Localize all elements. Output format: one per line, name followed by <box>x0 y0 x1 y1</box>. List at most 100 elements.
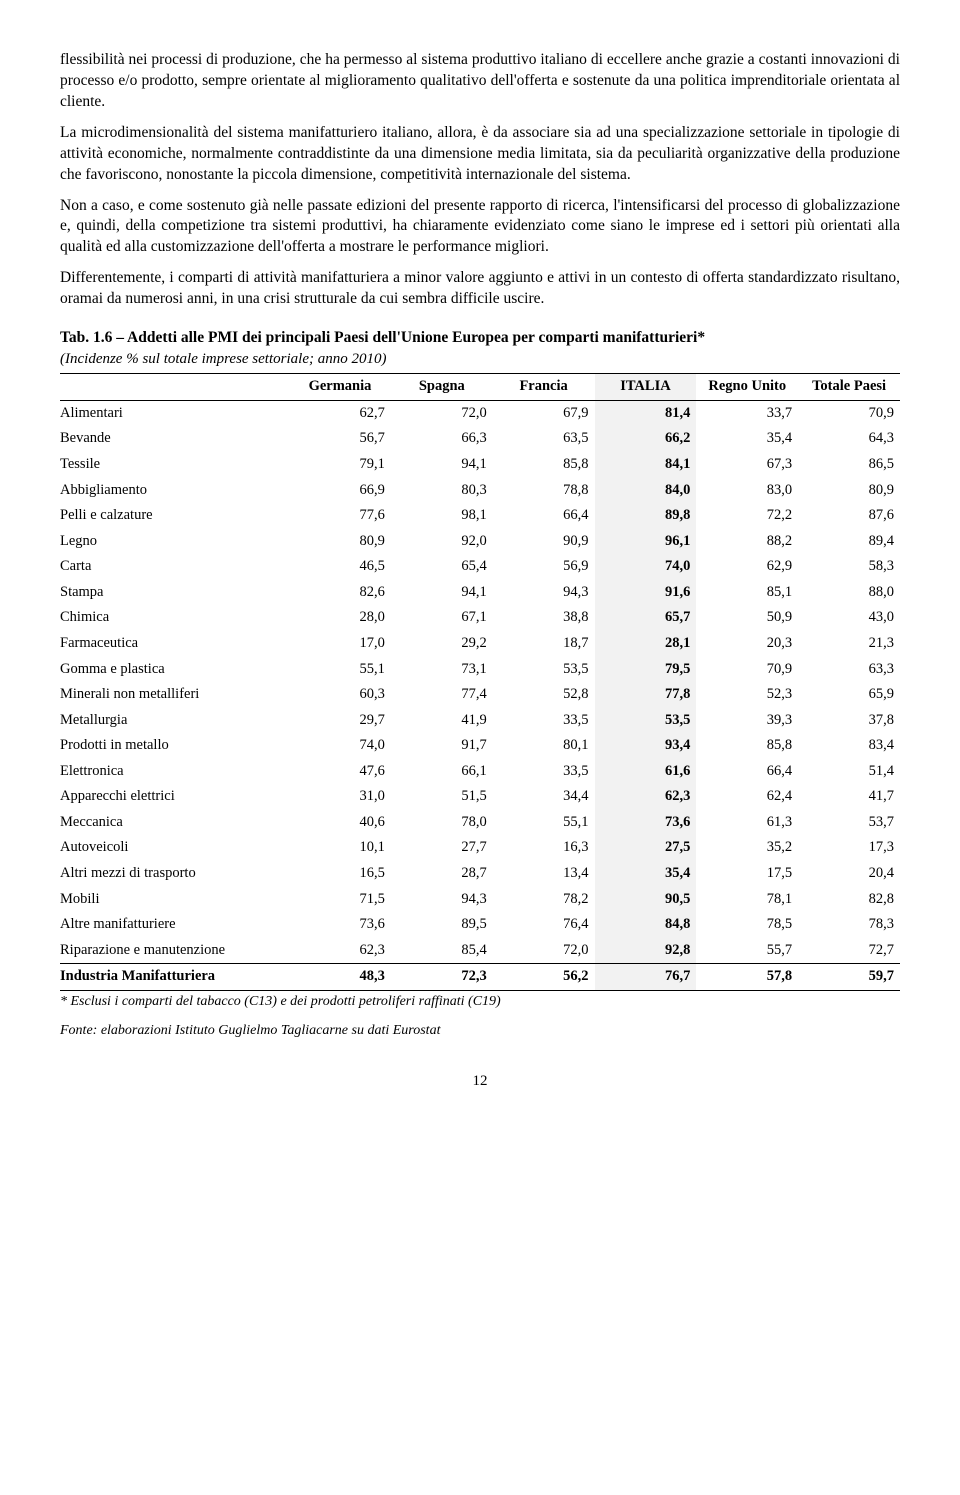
table-row: Chimica28,067,138,865,750,943,0 <box>60 605 900 631</box>
table-row: Elettronica47,666,133,561,666,451,4 <box>60 759 900 785</box>
cell: 72,0 <box>493 938 595 964</box>
cell: 84,8 <box>595 912 697 938</box>
cell: 80,3 <box>391 478 493 504</box>
cell: 27,5 <box>595 835 697 861</box>
cell: 84,1 <box>595 452 697 478</box>
row-label: Riparazione e manutenzione <box>60 938 289 964</box>
cell: 89,8 <box>595 503 697 529</box>
table-row: Mobili71,594,378,290,578,182,8 <box>60 887 900 913</box>
cell: 62,4 <box>696 784 798 810</box>
cell: 72,7 <box>798 938 900 964</box>
cell: 18,7 <box>493 631 595 657</box>
cell: 34,4 <box>493 784 595 810</box>
cell: 16,3 <box>493 835 595 861</box>
cell: 64,3 <box>798 426 900 452</box>
table-row: Stampa82,694,194,391,685,188,0 <box>60 580 900 606</box>
cell: 91,6 <box>595 580 697 606</box>
cell: 35,4 <box>696 426 798 452</box>
cell: 41,7 <box>798 784 900 810</box>
cell: 66,4 <box>696 759 798 785</box>
cell: 94,3 <box>391 887 493 913</box>
cell: 86,5 <box>798 452 900 478</box>
cell: 55,7 <box>696 938 798 964</box>
cell: 46,5 <box>289 554 391 580</box>
table-row: Tessile79,194,185,884,167,386,5 <box>60 452 900 478</box>
cell: 72,0 <box>391 400 493 426</box>
table-row: Metallurgia29,741,933,553,539,337,8 <box>60 708 900 734</box>
col-header-empty <box>60 374 289 401</box>
cell: 72,2 <box>696 503 798 529</box>
cell: 78,0 <box>391 810 493 836</box>
row-label: Stampa <box>60 580 289 606</box>
row-label: Elettronica <box>60 759 289 785</box>
cell: 38,8 <box>493 605 595 631</box>
cell: 89,5 <box>391 912 493 938</box>
cell: 52,3 <box>696 682 798 708</box>
cell: 56,7 <box>289 426 391 452</box>
cell: 51,4 <box>798 759 900 785</box>
row-label: Pelli e calzature <box>60 503 289 529</box>
cell: 67,9 <box>493 400 595 426</box>
table-total-row: Industria Manifatturiera48,372,356,276,7… <box>60 964 900 991</box>
table-row: Altre manifatturiere73,689,576,484,878,5… <box>60 912 900 938</box>
cell: 82,6 <box>289 580 391 606</box>
row-label: Autoveicoli <box>60 835 289 861</box>
total-label: Industria Manifatturiera <box>60 964 289 991</box>
col-header-francia: Francia <box>493 374 595 401</box>
cell: 33,7 <box>696 400 798 426</box>
cell: 27,7 <box>391 835 493 861</box>
cell: 80,1 <box>493 733 595 759</box>
cell: 55,1 <box>493 810 595 836</box>
page-number: 12 <box>60 1071 900 1091</box>
cell: 35,2 <box>696 835 798 861</box>
table-row: Bevande56,766,363,566,235,464,3 <box>60 426 900 452</box>
col-header-spagna: Spagna <box>391 374 493 401</box>
cell: 84,0 <box>595 478 697 504</box>
cell: 83,4 <box>798 733 900 759</box>
cell: 94,1 <box>391 452 493 478</box>
cell: 37,8 <box>798 708 900 734</box>
cell: 29,7 <box>289 708 391 734</box>
cell: 77,8 <box>595 682 697 708</box>
cell: 81,4 <box>595 400 697 426</box>
cell: 65,4 <box>391 554 493 580</box>
cell: 89,4 <box>798 529 900 555</box>
cell: 90,9 <box>493 529 595 555</box>
cell: 29,2 <box>391 631 493 657</box>
total-cell: 56,2 <box>493 964 595 991</box>
cell: 16,5 <box>289 861 391 887</box>
cell: 78,8 <box>493 478 595 504</box>
row-label: Gomma e plastica <box>60 657 289 683</box>
cell: 93,4 <box>595 733 697 759</box>
row-label: Carta <box>60 554 289 580</box>
cell: 33,5 <box>493 708 595 734</box>
cell: 66,9 <box>289 478 391 504</box>
row-label: Meccanica <box>60 810 289 836</box>
cell: 98,1 <box>391 503 493 529</box>
table-footnote-2: Fonte: elaborazioni Istituto Guglielmo T… <box>60 1022 900 1041</box>
cell: 21,3 <box>798 631 900 657</box>
col-header-germania: Germania <box>289 374 391 401</box>
cell: 92,8 <box>595 938 697 964</box>
row-label: Metallurgia <box>60 708 289 734</box>
cell: 56,9 <box>493 554 595 580</box>
row-label: Chimica <box>60 605 289 631</box>
cell: 76,4 <box>493 912 595 938</box>
cell: 31,0 <box>289 784 391 810</box>
cell: 28,1 <box>595 631 697 657</box>
cell: 28,7 <box>391 861 493 887</box>
cell: 39,3 <box>696 708 798 734</box>
row-label: Prodotti in metallo <box>60 733 289 759</box>
paragraph-4: Differentemente, i comparti di attività … <box>60 268 900 310</box>
col-header-totale: Totale Paesi <box>798 374 900 401</box>
row-label: Mobili <box>60 887 289 913</box>
cell: 78,1 <box>696 887 798 913</box>
cell: 20,4 <box>798 861 900 887</box>
cell: 79,1 <box>289 452 391 478</box>
cell: 85,4 <box>391 938 493 964</box>
cell: 85,8 <box>696 733 798 759</box>
row-label: Farmaceutica <box>60 631 289 657</box>
col-header-italia: ITALIA <box>595 374 697 401</box>
cell: 43,0 <box>798 605 900 631</box>
cell: 33,5 <box>493 759 595 785</box>
